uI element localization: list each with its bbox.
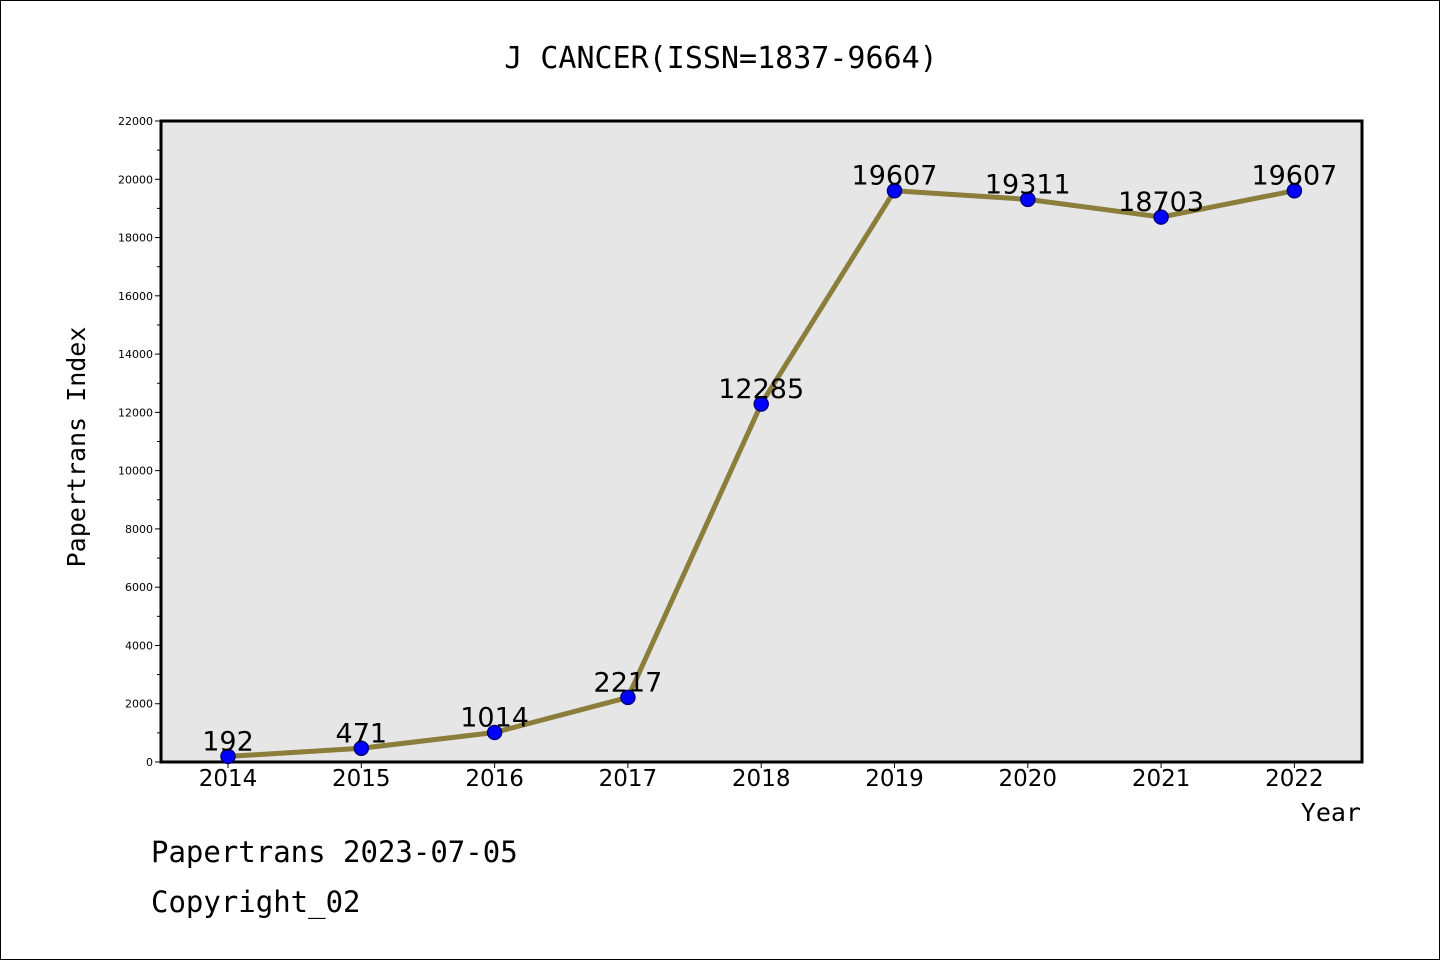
data-point: [486, 724, 503, 741]
y-axis: 0 2000 4000 6000 8000 10000 12000 14000 16000 180…: [118, 115, 161, 769]
data-label: 18703: [1118, 187, 1204, 218]
data-label: 19607: [1251, 161, 1337, 192]
data-label: 471: [336, 718, 388, 749]
data-point: [620, 689, 636, 706]
x-tick-label: 2022: [1265, 766, 1324, 792]
data-label: 1014: [460, 702, 529, 733]
y-tick-label: 4000: [125, 639, 153, 652]
x-tick-label: 2018: [732, 766, 791, 792]
data-point: [220, 748, 236, 765]
footer-copyright-text: Copyright_02: [151, 885, 361, 919]
data-point: [886, 182, 903, 199]
data-label: 19311: [985, 169, 1071, 200]
x-tick-label: 2015: [332, 766, 391, 792]
y-tick-label: 14000: [118, 348, 153, 361]
x-tick-label: 2016: [465, 766, 524, 792]
x-axis-label: Year: [1301, 798, 1361, 827]
data-point: [353, 740, 370, 757]
data-markers: [220, 182, 1303, 765]
data-label: 2217: [594, 667, 663, 698]
chart-title: J CANCER(ISSN=1837-9664): [504, 41, 937, 76]
plot-area: [159, 119, 1364, 764]
data-label: 19607: [852, 161, 938, 192]
y-tick-label: 2000: [125, 698, 153, 711]
y-tick-label: 16000: [118, 290, 153, 303]
y-tick-label: 22000: [118, 115, 153, 128]
y-tick-label: 18000: [118, 232, 153, 245]
data-point: [1020, 191, 1036, 208]
data-labels: 192 471 1014 2217 12285 19607 19311 18703 19607: [202, 161, 1337, 758]
y-tick-label: 10000: [118, 465, 153, 478]
y-tick-label: 12000: [118, 406, 153, 419]
x-axis: 2014 2015 2016 2017 2018 2019 2020 2021 2022: [199, 762, 1324, 792]
data-point: [753, 396, 769, 412]
x-tick-label: 2021: [1132, 766, 1191, 792]
y-axis-label: Papertrans Index: [62, 327, 91, 568]
x-tick-label: 2020: [999, 766, 1058, 792]
x-tick-label: 2019: [865, 766, 924, 792]
data-label: 192: [202, 726, 254, 757]
data-point: [1153, 209, 1169, 225]
x-tick-label: 2017: [599, 766, 658, 792]
x-tick-label: 2014: [199, 766, 258, 792]
y-tick-label: 0: [146, 756, 153, 769]
y-tick-label: 6000: [125, 581, 153, 594]
data-point: [1286, 182, 1303, 199]
data-label: 12285: [718, 374, 804, 405]
footer-date-text: Papertrans 2023-07-05: [151, 835, 518, 869]
y-tick-label: 8000: [125, 523, 153, 536]
y-tick-label: 20000: [118, 173, 153, 186]
